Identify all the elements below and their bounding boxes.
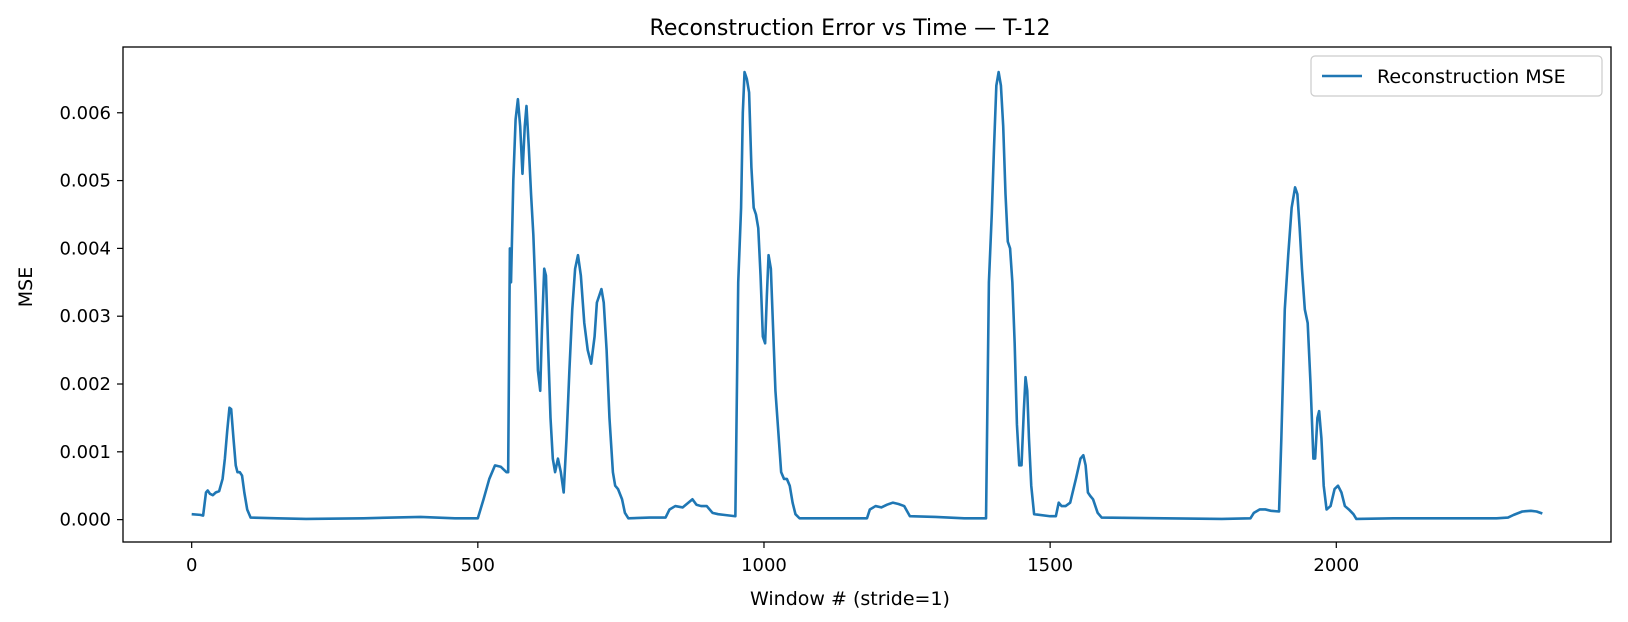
- y-tick-label: 0.002: [59, 374, 111, 395]
- x-tick-label: 0: [186, 555, 197, 576]
- legend: Reconstruction MSE: [1310, 55, 1603, 97]
- y-tick-label: 0.000: [59, 510, 111, 531]
- y-axis: 0.000 0.001 0.002 0.003 0.004 0.005 0.006: [59, 103, 123, 531]
- x-axis: 0 500 1000 1500 2000: [186, 542, 1359, 576]
- legend-box: [1310, 55, 1603, 97]
- chart-title: Reconstruction Error vs Time — T-12: [650, 16, 1051, 41]
- y-tick-label: 0.003: [59, 306, 111, 327]
- x-axis-label: Window # (stride=1): [750, 588, 950, 610]
- x-tick-label: 1000: [741, 555, 787, 576]
- series-line-0: [191, 70, 1543, 521]
- y-tick-label: 0.001: [59, 442, 111, 463]
- x-tick-label: 1500: [1027, 555, 1073, 576]
- plot-frame: [122, 46, 1612, 543]
- plot-area: [122, 46, 1612, 543]
- x-tick-label: 500: [461, 555, 495, 576]
- x-tick-label: 2000: [1313, 555, 1359, 576]
- y-tick-label: 0.004: [59, 238, 111, 259]
- legend-label: Reconstruction MSE: [1377, 66, 1566, 88]
- y-tick-label: 0.006: [59, 103, 111, 124]
- y-tick-label: 0.005: [59, 171, 111, 192]
- y-axis-label: MSE: [15, 267, 37, 307]
